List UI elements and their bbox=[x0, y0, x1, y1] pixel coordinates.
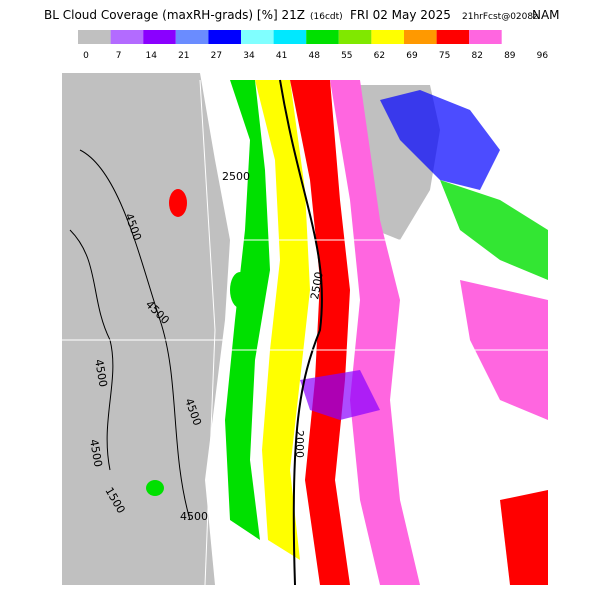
cloud-cell bbox=[169, 189, 187, 217]
legend-swatch bbox=[273, 30, 307, 44]
legend-tick-label: 0 bbox=[83, 51, 89, 61]
legend-tick-label: 21 bbox=[178, 51, 189, 61]
cloud-cell bbox=[146, 480, 164, 496]
legend-swatch bbox=[208, 30, 241, 44]
legend-tick-label: 7 bbox=[116, 51, 122, 61]
legend-tick-label: 69 bbox=[406, 51, 418, 61]
legend-tick-label: 34 bbox=[243, 51, 255, 61]
legend-tick-label: 96 bbox=[537, 51, 549, 61]
legend-tick-label: 48 bbox=[308, 51, 320, 61]
legend-swatch bbox=[436, 30, 470, 44]
contour bbox=[79, 149, 191, 521]
legend-swatch bbox=[371, 30, 404, 44]
legend-swatch bbox=[175, 30, 209, 44]
contour-label: 2500 bbox=[222, 170, 250, 183]
legend-tick-label: 55 bbox=[341, 51, 352, 61]
legend-tick-label: 82 bbox=[471, 51, 482, 61]
model: NAM bbox=[532, 8, 560, 22]
legend-tick-label: 89 bbox=[504, 51, 516, 61]
legend-swatch bbox=[338, 30, 372, 44]
cloud-cell bbox=[230, 272, 250, 308]
cloud-band bbox=[255, 80, 310, 560]
map: 4500 2500 4500 4500 2500 4500 2000 4500 … bbox=[62, 73, 548, 586]
contour-label: 2500 bbox=[308, 271, 326, 301]
legend-swatch bbox=[241, 30, 274, 44]
legend-swatch bbox=[110, 30, 144, 44]
legend-tick-label: 14 bbox=[145, 51, 157, 61]
contour-label: 4500 bbox=[87, 438, 105, 468]
contour-label: 4500 bbox=[180, 510, 208, 523]
boundary bbox=[62, 79, 548, 586]
legend-swatch bbox=[78, 30, 111, 44]
cloud-band bbox=[380, 90, 500, 190]
title: BL Cloud Coverage (maxRH-grads) [%] 21Z bbox=[44, 8, 305, 22]
date: FRI 02 May 2025 bbox=[350, 8, 451, 22]
contour-label: 2000 bbox=[293, 430, 306, 458]
contour bbox=[279, 79, 323, 586]
cloud-band bbox=[300, 370, 380, 420]
legend-tick-label: 27 bbox=[211, 51, 222, 61]
local-time: (16cdt) bbox=[310, 12, 343, 22]
legend-tick-label: 62 bbox=[374, 51, 385, 61]
legend-tick-label: 75 bbox=[439, 51, 450, 61]
legend-swatch bbox=[143, 30, 176, 44]
contour-label: 4500 bbox=[92, 358, 110, 388]
dry-region bbox=[62, 73, 230, 585]
legend-swatch bbox=[469, 30, 502, 44]
legend-swatch bbox=[501, 30, 535, 44]
legend-swatch bbox=[306, 30, 339, 44]
legend: 0 7 14 21 27 34 41 48 55 62 69 75 82 89 96 bbox=[78, 30, 548, 61]
forecast: 21hrFcst@0208z bbox=[462, 12, 538, 22]
cloud-band bbox=[440, 180, 548, 280]
cloud-band bbox=[225, 80, 270, 540]
legend-tick-label: 41 bbox=[276, 51, 287, 61]
cloud-band bbox=[500, 490, 548, 585]
legend-swatch bbox=[404, 30, 437, 44]
cloud-band bbox=[330, 80, 420, 585]
